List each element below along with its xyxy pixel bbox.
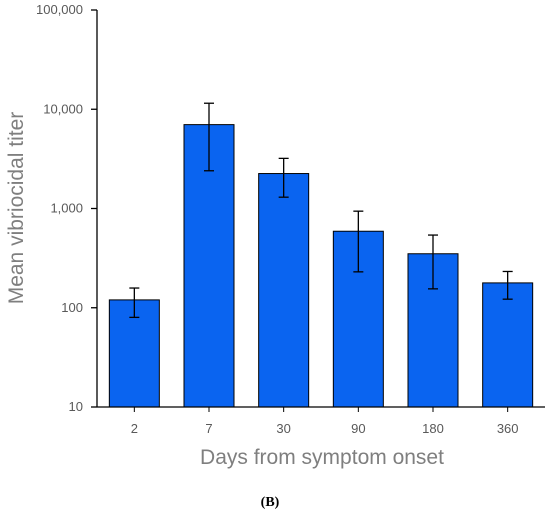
error-bar-360 <box>502 270 513 300</box>
panel-label: (B) <box>261 495 280 510</box>
error-bar-90 <box>353 210 364 273</box>
bar-7 <box>183 124 235 408</box>
x-tick-label-7: 7 <box>205 421 212 436</box>
error-bar-30 <box>278 157 289 198</box>
y-tick-label-10000: 10,000 <box>43 101 83 116</box>
y-tick-label-100: 100 <box>61 300 83 315</box>
bar-30 <box>258 173 310 408</box>
axes-layer <box>91 9 545 412</box>
y-tick-label-10: 10 <box>69 399 83 414</box>
bar-360 <box>482 282 534 408</box>
error-bar-7 <box>204 102 214 172</box>
x-tick-label-90: 90 <box>351 421 365 436</box>
error-bars-layer <box>129 102 513 319</box>
y-tick-label-1000: 1,000 <box>50 201 83 216</box>
bars-layer <box>108 124 534 408</box>
x-tick-label-360: 360 <box>497 421 519 436</box>
x-tick-label-180: 180 <box>422 421 444 436</box>
x-tick-label-2: 2 <box>131 421 138 436</box>
y-tick-label-100000: 100,000 <box>36 2 83 17</box>
x-tick-label-30: 30 <box>276 421 290 436</box>
error-bar-180 <box>428 234 438 290</box>
error-bar-2 <box>129 287 140 319</box>
x-axis-title: Days from symptom onset <box>200 446 444 469</box>
labels-layer: 2 7 30 90 180 360 10 100 1,000 10,000 100,000 <box>36 2 519 436</box>
y-axis-title: Mean vibriocidal titer <box>5 112 28 305</box>
